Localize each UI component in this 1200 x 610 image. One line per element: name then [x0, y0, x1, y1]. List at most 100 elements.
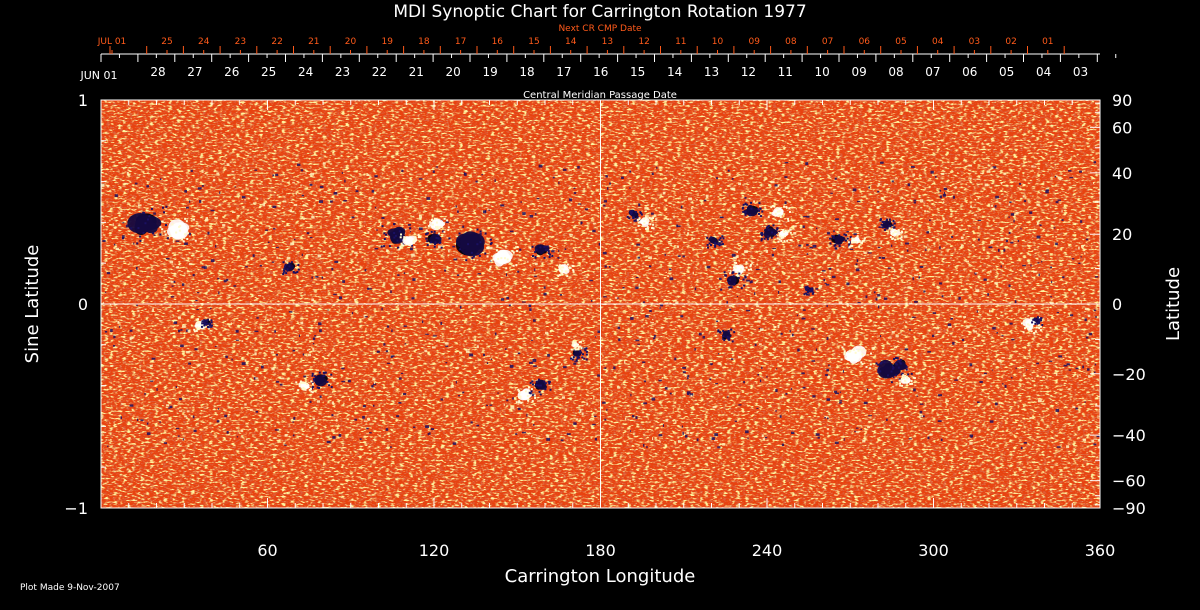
positive-speckle	[975, 368, 979, 372]
negative-speckle	[930, 170, 934, 174]
positive-speckle	[827, 376, 830, 379]
negative-speckle	[374, 247, 379, 250]
positive-speckle	[408, 436, 411, 438]
region-speckle	[531, 255, 534, 258]
cmp-date-label: 12	[741, 65, 756, 79]
negative-speckle	[252, 254, 255, 258]
negative-speckle	[292, 421, 295, 423]
positive-speckle	[132, 288, 136, 291]
positive-speckle	[798, 380, 801, 384]
negative-speckle	[500, 298, 505, 301]
region-speckle	[778, 238, 781, 241]
negative-speckle	[909, 329, 911, 331]
negative-speckle	[1055, 201, 1059, 204]
region-speckle	[1036, 316, 1039, 319]
negative-speckle	[343, 200, 347, 202]
positive-speckle	[1029, 417, 1033, 419]
negative-speckle	[580, 221, 583, 225]
negative-speckle	[613, 366, 616, 370]
negative-speckle	[622, 286, 625, 289]
positive-speckle	[544, 331, 549, 335]
region-speckle	[479, 241, 482, 244]
negative-speckle	[996, 332, 999, 334]
region-speckle	[740, 287, 743, 290]
negative-speckle	[409, 231, 412, 233]
region-speckle	[734, 266, 737, 269]
positive-speckle	[793, 231, 797, 235]
negative-speckle	[175, 386, 178, 389]
negative-speckle	[784, 201, 787, 205]
negative-speckle	[801, 317, 806, 320]
region-speckle	[803, 293, 806, 296]
negative-region	[709, 238, 718, 244]
negative-speckle	[309, 183, 313, 186]
region-speckle	[283, 267, 286, 270]
region-speckle	[729, 286, 732, 289]
region-speckle	[1039, 325, 1042, 328]
positive-speckle	[1033, 166, 1037, 168]
negative-speckle	[604, 367, 607, 369]
positive-speckle	[981, 374, 985, 377]
region-speckle	[484, 232, 487, 235]
negative-speckle	[1039, 224, 1042, 227]
positive-speckle	[270, 351, 275, 354]
region-speckle	[710, 236, 713, 239]
region-speckle	[877, 367, 880, 370]
region-speckle	[440, 246, 443, 249]
positive-speckle	[510, 406, 515, 409]
region-speckle	[557, 275, 560, 278]
region-speckle	[205, 323, 208, 326]
negative-speckle	[464, 172, 467, 176]
positive-speckle	[169, 260, 174, 264]
negative-speckle	[376, 350, 380, 353]
region-speckle	[558, 266, 561, 269]
region-speckle	[433, 217, 436, 220]
region-speckle	[844, 239, 847, 242]
negative-speckle	[755, 268, 760, 271]
region-speckle	[199, 327, 202, 330]
positive-speckle	[459, 351, 463, 354]
positive-speckle	[972, 244, 975, 246]
negative-speckle	[630, 317, 634, 320]
positive-speckle	[915, 372, 920, 375]
negative-speckle	[1062, 276, 1065, 279]
negative-speckle	[254, 330, 259, 333]
negative-speckle	[977, 401, 980, 404]
negative-speckle	[738, 404, 742, 406]
negative-speckle	[992, 327, 996, 330]
negative-speckle	[635, 339, 640, 342]
positive-speckle	[957, 376, 960, 380]
region-speckle	[171, 223, 174, 226]
region-speckle	[811, 292, 814, 295]
positive-speckle	[717, 362, 722, 365]
negative-speckle	[636, 243, 640, 246]
negative-speckle	[815, 288, 819, 290]
negative-speckle	[856, 259, 859, 263]
negative-speckle	[235, 339, 239, 341]
region-speckle	[810, 289, 813, 292]
region-speckle	[861, 353, 864, 356]
region-speckle	[903, 377, 906, 380]
negative-speckle	[430, 428, 435, 431]
negative-speckle	[129, 404, 134, 407]
negative-speckle	[188, 232, 192, 236]
region-speckle	[902, 227, 905, 230]
region-speckle	[192, 218, 195, 221]
positive-speckle	[846, 200, 851, 202]
negative-speckle	[318, 322, 322, 326]
positive-speckle	[391, 218, 395, 220]
region-speckle	[777, 240, 780, 243]
negative-speckle	[1088, 332, 1093, 336]
negative-speckle	[483, 210, 487, 214]
positive-speckle	[441, 380, 443, 383]
positive-speckle	[963, 316, 967, 319]
negative-speckle	[1013, 219, 1015, 223]
negative-speckle	[1001, 335, 1004, 337]
negative-speckle	[1080, 256, 1082, 258]
negative-speckle	[173, 321, 178, 325]
negative-speckle	[235, 329, 239, 333]
negative-speckle	[731, 253, 736, 257]
negative-speckle	[592, 423, 596, 426]
negative-speckle	[843, 438, 845, 441]
region-speckle	[538, 390, 541, 393]
